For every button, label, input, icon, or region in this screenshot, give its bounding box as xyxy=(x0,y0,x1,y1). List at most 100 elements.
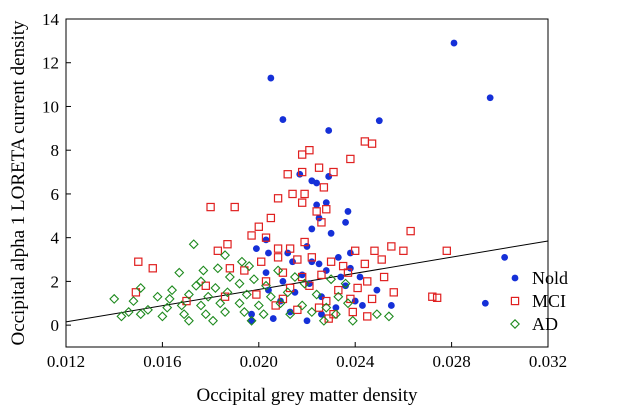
data-point-nold xyxy=(267,74,275,82)
data-point-mci xyxy=(240,266,249,275)
data-point-mci xyxy=(285,244,295,253)
data-point-ad xyxy=(318,315,329,326)
data-point-mci xyxy=(322,205,331,214)
data-point-nold xyxy=(342,282,349,290)
data-point-ad xyxy=(347,315,358,326)
data-point-mci xyxy=(317,218,326,227)
data-point-ad xyxy=(234,298,245,309)
data-point-mci xyxy=(305,146,314,155)
data-point-ad xyxy=(123,307,134,317)
x-tick-label: 0.028 xyxy=(432,352,470,371)
data-point-nold xyxy=(325,127,333,134)
data-point-ad xyxy=(116,311,127,322)
data-point-nold xyxy=(356,273,364,281)
data-point-mci xyxy=(297,150,307,159)
data-point-mci xyxy=(278,294,288,304)
data-point-ad xyxy=(236,256,247,267)
data-point-nold xyxy=(308,225,316,233)
data-point-nold xyxy=(322,199,330,207)
data-point-mci xyxy=(428,292,437,301)
data-point-ad xyxy=(249,274,259,285)
data-point-ad xyxy=(212,263,223,274)
data-point-nold xyxy=(248,317,255,325)
data-point-mci xyxy=(377,255,386,264)
data-point-ad xyxy=(220,307,231,317)
data-point-ad xyxy=(265,291,276,302)
data-point-ad xyxy=(273,265,284,276)
data-point-mci xyxy=(182,296,191,306)
data-point-mci xyxy=(247,231,256,240)
data-point-mci xyxy=(326,257,336,266)
x-tick-label: 0.024 xyxy=(336,352,375,371)
data-point-mci xyxy=(283,170,292,179)
data-point-nold xyxy=(486,94,494,102)
data-point-ad xyxy=(215,298,226,309)
data-point-mci xyxy=(223,240,232,249)
data-point-nold xyxy=(337,273,345,281)
y-tick-label: 0 xyxy=(51,316,60,335)
data-point-nold xyxy=(351,297,359,305)
data-point-nold xyxy=(450,39,458,47)
data-point-ad xyxy=(157,311,168,322)
data-point-ad xyxy=(297,300,308,311)
data-point-mci xyxy=(293,255,302,264)
data-point-mci xyxy=(319,183,329,192)
y-axis: 0 2 4 6 8 10 12 14 xyxy=(42,10,71,335)
y-tick-label: 8 xyxy=(51,141,60,160)
data-point-ad xyxy=(135,309,146,320)
data-point-mci xyxy=(307,253,317,262)
data-point-mci xyxy=(346,294,355,304)
data-point-ad xyxy=(371,309,382,320)
data-point-nold xyxy=(387,302,395,309)
data-point-mci xyxy=(360,259,370,269)
data-point-mci xyxy=(220,292,230,301)
data-point-mci xyxy=(317,270,326,280)
data-point-nold xyxy=(322,267,330,274)
data-point-ad xyxy=(200,309,211,320)
plot-frame xyxy=(65,18,549,348)
data-point-mci xyxy=(379,272,389,282)
data-point-nold xyxy=(332,304,340,312)
data-point-ad xyxy=(188,239,199,250)
data-point-mci xyxy=(399,246,408,255)
data-point-ad xyxy=(183,315,194,326)
data-point-nold xyxy=(303,317,311,325)
data-point-ad xyxy=(203,291,214,302)
data-point-ad xyxy=(333,291,344,302)
legend-marker-nold xyxy=(511,274,519,282)
data-point-ad xyxy=(340,278,351,289)
data-point-nold xyxy=(248,310,255,318)
legend-label-nold: Nold xyxy=(532,268,568,288)
data-point-ad xyxy=(282,287,293,298)
legend-label-ad: AD xyxy=(532,314,558,334)
data-point-mci xyxy=(432,293,442,303)
data-point-mci xyxy=(131,288,141,297)
series-ad xyxy=(109,239,394,326)
data-point-ad xyxy=(261,280,272,291)
data-point-ad xyxy=(183,289,194,300)
data-point-ad xyxy=(174,267,185,278)
data-point-nold xyxy=(279,278,287,285)
x-tick-label: 0.032 xyxy=(529,352,567,371)
data-point-mci xyxy=(293,305,302,315)
data-point-mci xyxy=(305,281,314,290)
data-point-nold xyxy=(265,286,272,294)
data-point-ad xyxy=(179,309,190,320)
data-point-mci xyxy=(148,264,157,273)
legend: Nold MCI AD xyxy=(510,268,568,334)
data-point-ad xyxy=(321,302,332,313)
data-point-mci xyxy=(353,283,362,293)
data-point-mci xyxy=(314,163,324,172)
y-tick-label: 12 xyxy=(42,54,59,73)
data-point-ad xyxy=(195,276,206,287)
data-point-mci xyxy=(252,290,261,299)
data-point-nold xyxy=(252,245,260,253)
data-point-mci xyxy=(300,189,309,199)
data-point-mci xyxy=(278,268,288,277)
series-nold xyxy=(248,39,509,325)
data-point-nold xyxy=(325,173,333,180)
data-point-nold xyxy=(334,253,342,261)
data-point-ad xyxy=(239,307,250,317)
y-tick-label: 6 xyxy=(51,185,60,204)
data-point-mci xyxy=(338,261,348,271)
